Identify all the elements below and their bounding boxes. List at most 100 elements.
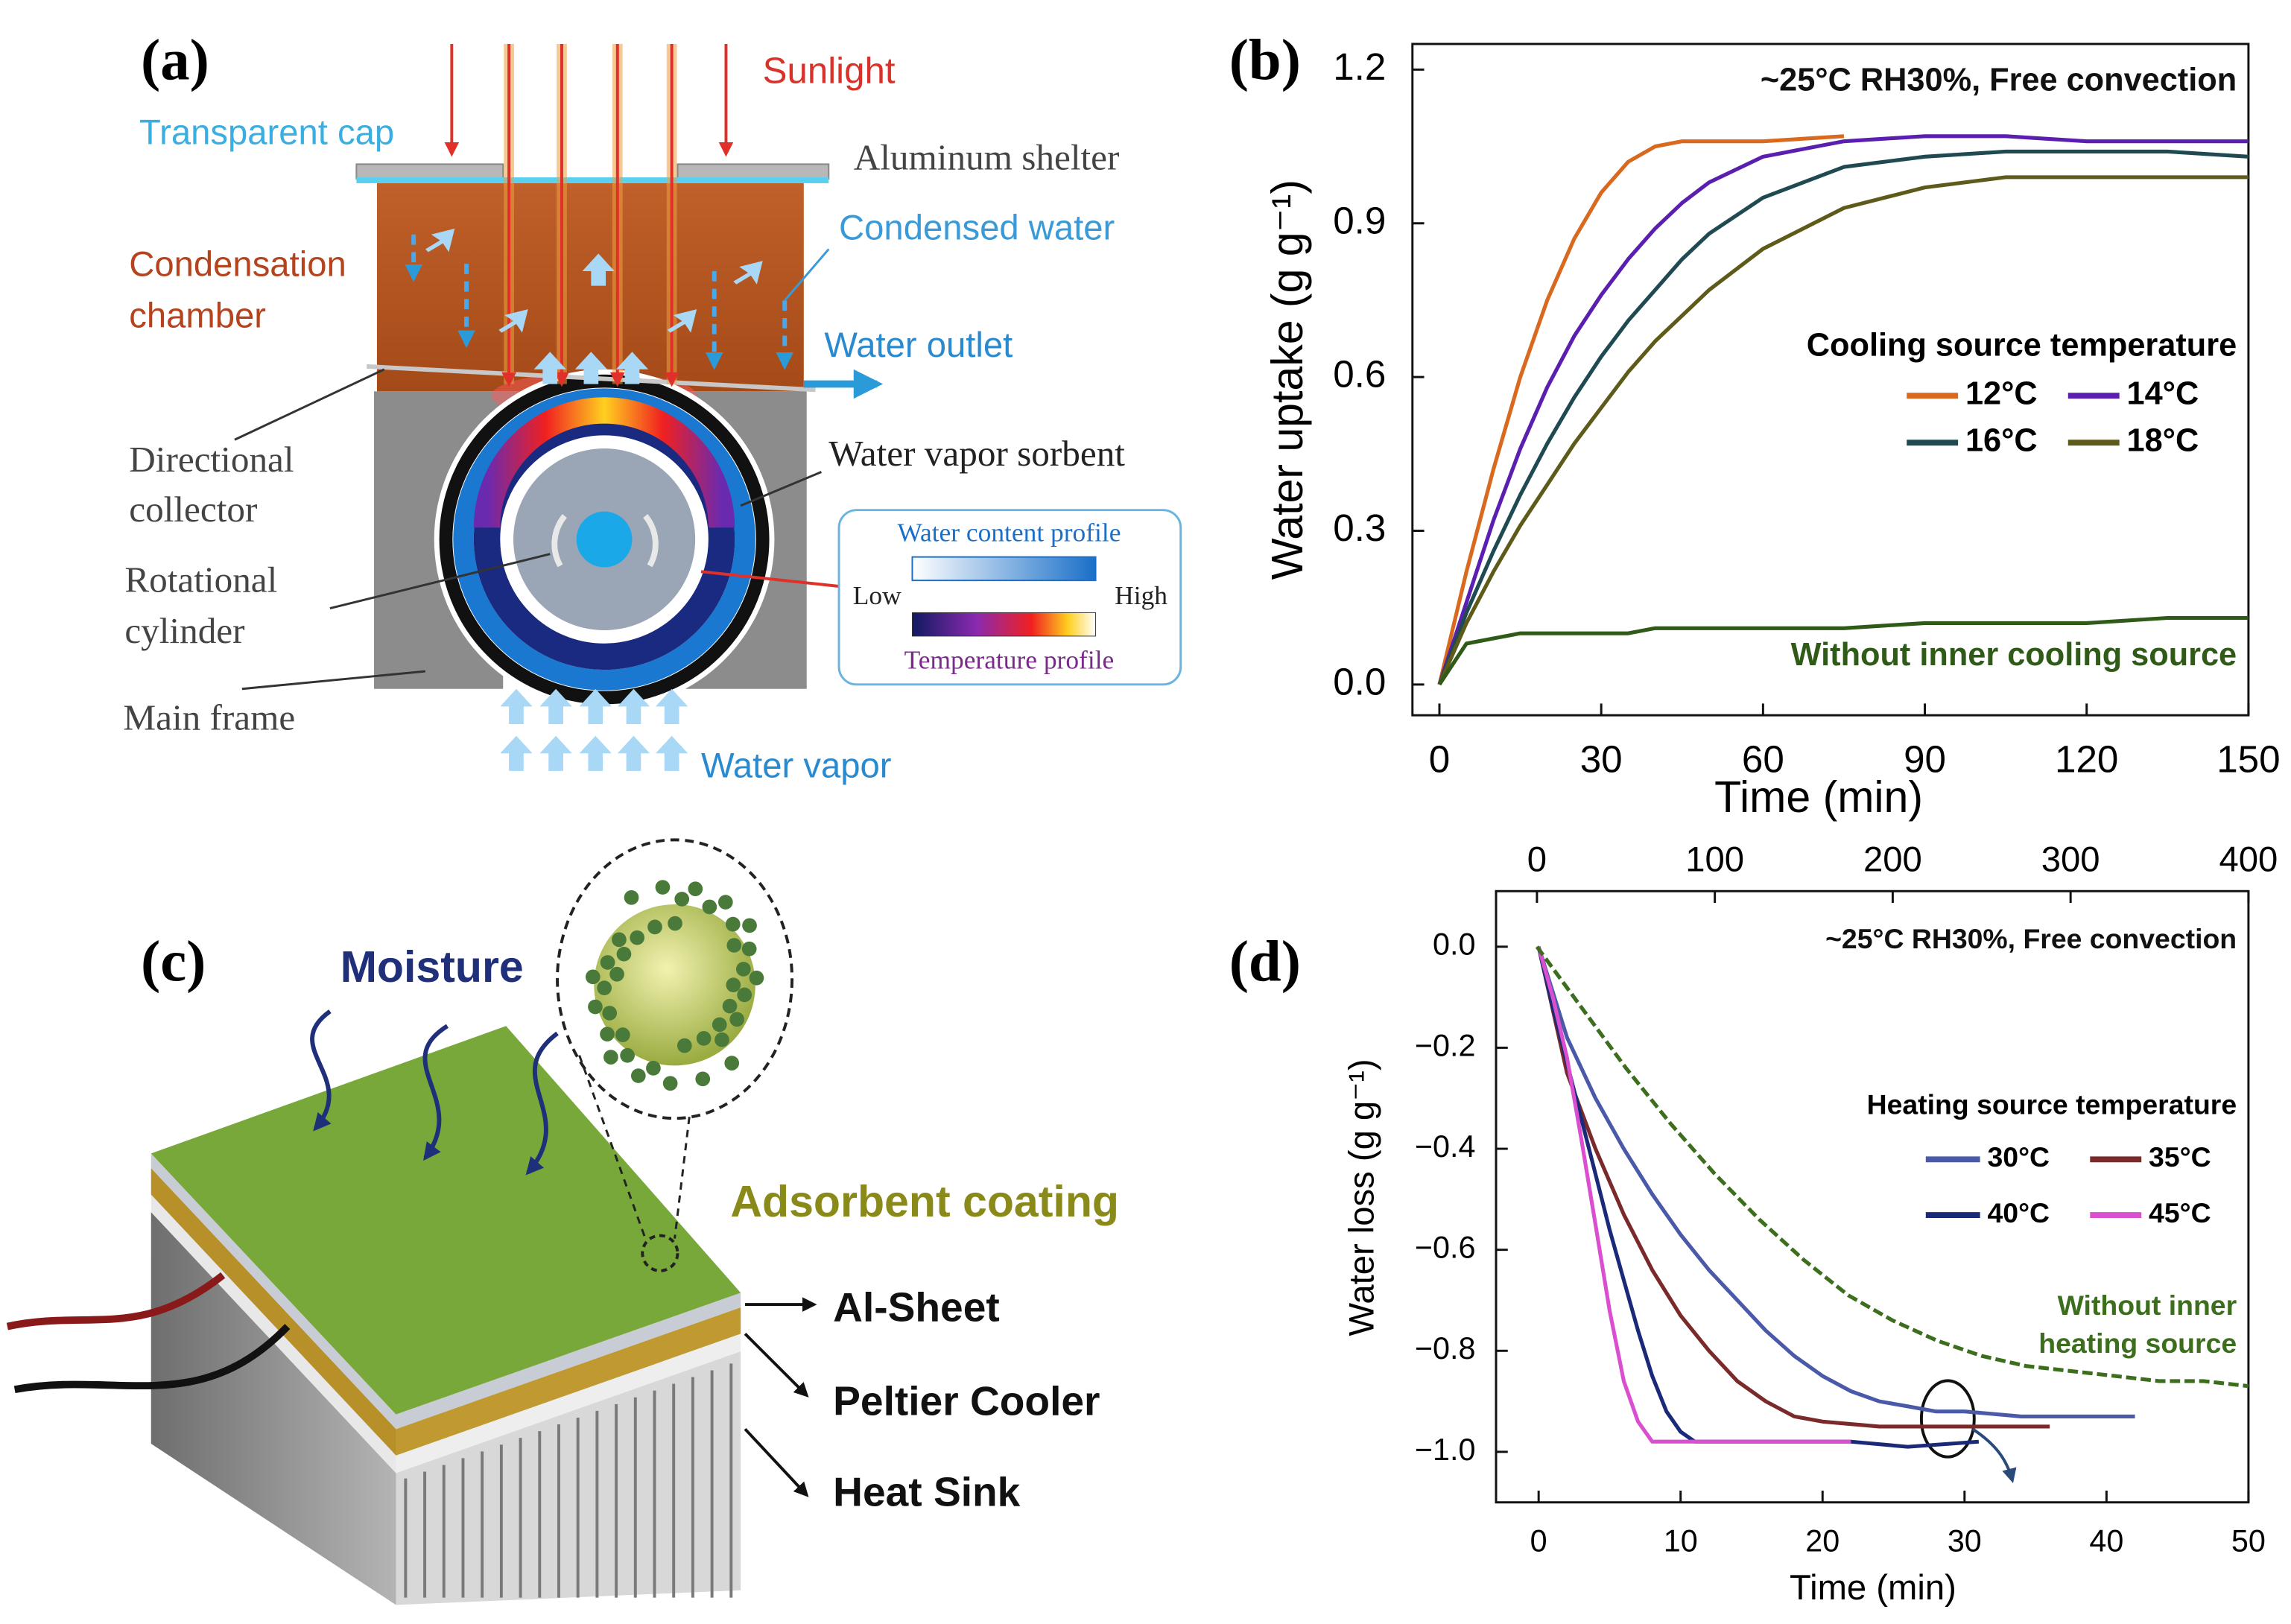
coating-dot (749, 970, 764, 986)
x2-tick-label: 400 (2219, 840, 2278, 879)
legend-label: 45°C (2149, 1197, 2211, 1228)
panel-label: (b) (1229, 28, 1301, 93)
wire (13, 1324, 291, 1394)
label: cylinder (124, 610, 244, 651)
coating-dot (676, 1038, 692, 1053)
vapor-arrow (655, 735, 688, 771)
coating-dot (624, 889, 639, 905)
transparent-cap (356, 177, 829, 183)
x2-tick-label: 200 (1863, 840, 1922, 879)
label: Peltier Cooler (833, 1377, 1100, 1424)
label: Water outlet (824, 326, 1013, 365)
label: Main frame (123, 697, 295, 738)
legend-title: Heating source temperature (1867, 1088, 2237, 1120)
series-line (1437, 134, 1845, 685)
label: Sunlight (763, 50, 896, 91)
coating-dot (724, 1056, 740, 1070)
coating-dot (646, 1061, 661, 1076)
label: Water vapor sorbent (828, 433, 1125, 474)
coating-dot (688, 881, 703, 897)
label: Al-Sheet (833, 1284, 1000, 1330)
coating-dot (674, 892, 690, 907)
y-tick-label: 0.3 (1333, 507, 1386, 549)
legend-label: 12°C (1965, 376, 2038, 412)
coating-dot (600, 1027, 615, 1042)
label: collector (129, 489, 257, 530)
moisture-arrow (310, 1009, 559, 1176)
water-content-bar (911, 556, 1097, 582)
coating-dot (712, 1017, 727, 1033)
x2-tick-label: 0 (1527, 840, 1547, 879)
heat-sink-fins (404, 1363, 733, 1598)
particle-coating (585, 880, 764, 1091)
x-tick-label: 40 (2089, 1524, 2123, 1558)
coating-dot (717, 895, 733, 910)
x-tick-label: 120 (2055, 738, 2118, 781)
zoom-line (578, 1055, 691, 1240)
coating-dot (616, 946, 632, 962)
legend-label: 16°C (1965, 423, 2038, 459)
plot-frame (1495, 889, 2250, 1504)
y-tick-label: −0.6 (1415, 1231, 1476, 1265)
x-tick-label: 50 (2231, 1524, 2266, 1558)
peltier-layer (396, 1307, 741, 1456)
x-tick-label: 20 (1805, 1524, 1840, 1558)
coating-dot (662, 1076, 678, 1091)
label: Adsorbent coating (730, 1177, 1119, 1226)
leader-line (784, 248, 830, 302)
vapor-arrows (500, 688, 688, 771)
y-tick-label: 0.6 (1333, 353, 1386, 396)
annotation: Without inner (2058, 1290, 2237, 1321)
vapor-arrow (539, 735, 572, 771)
y-tick-label: −0.2 (1415, 1028, 1476, 1062)
coating-dot (630, 1068, 646, 1083)
panel-label: (a) (141, 28, 209, 93)
x-tick-label: 0 (1429, 738, 1450, 781)
vapor-arrow (617, 688, 650, 724)
series-line (1437, 615, 2249, 686)
panel-label: (d) (1229, 930, 1301, 995)
coating-dot (655, 880, 671, 895)
highlight-arrow (1971, 1427, 2017, 1483)
y-tick-label: −0.4 (1415, 1129, 1476, 1164)
x-tick-label: 60 (1742, 738, 1784, 781)
y-tick-label: 0.0 (1433, 927, 1475, 962)
x2-tick-label: 100 (1685, 840, 1744, 879)
outer-ring (439, 374, 770, 705)
legend-label: 35°C (2149, 1141, 2211, 1173)
pointer-arrow (744, 1297, 817, 1497)
coating-dot (620, 1047, 635, 1063)
y-axis-title: Water uptake (g g⁻¹) (1263, 180, 1312, 580)
series-line (1437, 149, 2249, 685)
label: High (1115, 580, 1167, 610)
y-tick-label: 0.0 (1333, 660, 1386, 702)
diagram-c: (c) Moisture Adsorbent coating Al-Sheet … (6, 838, 1119, 1605)
vapor-arrow (579, 735, 612, 771)
x-tick-label: 10 (1664, 1524, 1698, 1558)
coating-dot (597, 980, 612, 996)
series-line (1437, 175, 2249, 685)
x-tick-label: 30 (1580, 738, 1623, 781)
coating-dot (736, 962, 751, 977)
label: Condensed water (839, 208, 1115, 247)
annotation: heating source (2038, 1328, 2237, 1359)
x-tick-label: 30 (1948, 1524, 1982, 1558)
label: chamber (129, 296, 266, 335)
al-layer (150, 1153, 396, 1430)
coating-dot (726, 938, 742, 953)
coating-dot (725, 916, 741, 932)
coating-dot (729, 1012, 745, 1027)
label: Low (853, 580, 901, 610)
coating-dot (630, 930, 645, 945)
coating-dot (742, 918, 757, 933)
annotation: ~25°C RH30%, Free convection (1761, 63, 2237, 98)
series-line (1536, 946, 1851, 1444)
label: Water content profile (897, 517, 1121, 547)
coating-dot (737, 987, 752, 1003)
label: Heat Sink (833, 1468, 1021, 1514)
block-side (150, 1212, 396, 1605)
x-axis-title: Time (min) (1714, 773, 1923, 822)
legend-title: Cooling source temperature (1807, 328, 2237, 364)
x-tick-label: 0 (1530, 1524, 1547, 1558)
